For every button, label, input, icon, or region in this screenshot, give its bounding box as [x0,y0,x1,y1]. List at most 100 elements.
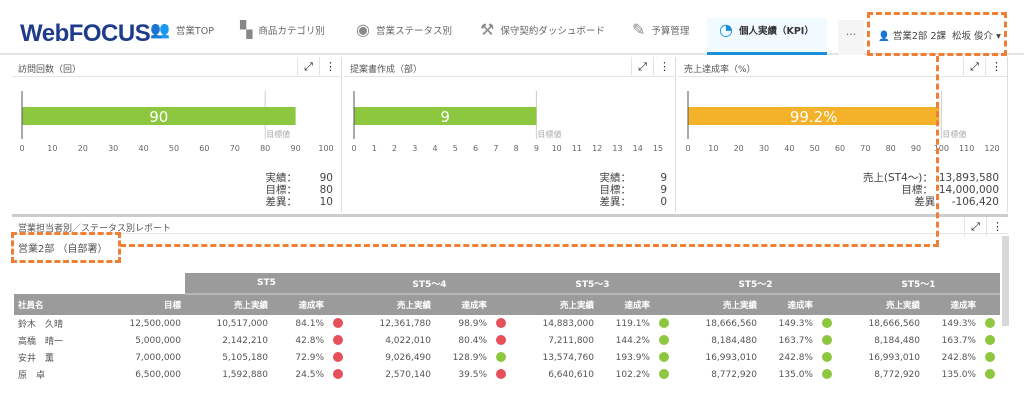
panel-stats: 実績： 90 目標： 80 差異： 10 [266,172,334,208]
sales-value: 14,883,000 [542,318,594,329]
bar-label: 90 [149,108,168,126]
table-row[interactable]: 原 卓 6,500,000 1,592,880 24.5% 2,570,140 39.5%… [14,366,1000,383]
status-dot-icon [496,318,506,329]
rate-value: 128.9% [452,352,487,363]
table-row[interactable]: 安井 薫 7,000,000 5,105,180 72.9% 9,026,490 128.… [14,349,1000,366]
panel-header: 売上達成率（%） ⤢ ⋮ [678,57,1007,77]
status-dot-icon [985,318,995,329]
rate-value: 135.0% [778,369,813,380]
status-dot-icon [496,335,506,346]
stat-value: 0 [660,196,667,208]
scrollbar[interactable] [1002,236,1009,326]
sales-value: 9,026,490 [385,352,431,363]
col-sales: 売上実績 [837,294,924,315]
stat-label: 実績： [265,172,298,184]
target-label: 目標値 [942,129,966,139]
col-sales: 売上実績 [511,294,598,315]
status-dot-icon [496,352,506,363]
tick-label: 0 [685,144,690,153]
status-dot-icon [333,335,343,346]
user-menu[interactable]: 👤 営業2部 2課 松坂 俊介 ▾ [878,31,1001,42]
tick-label: 110 [959,144,974,153]
rate-value: 72.9% [295,352,324,363]
top-nav: WebFOCUS 👥 営業TOP ▚ 商品カテゴリ別 ◉ 営業ステータス別 ⚒ 保守契約… [0,0,1024,55]
more-vertical-icon[interactable]: ⋮ [653,57,675,77]
status-dot-icon [333,369,343,380]
expand-icon[interactable]: ⤢ [964,217,986,237]
rate-value: 149.3% [778,318,813,329]
report-table: ST5 ST5～4 ST5～3 ST5～2 ST5～1 社員名 目標 売上実績 達成率 売上… [14,273,1000,383]
tick-label: 90 [911,144,921,153]
status-dot-icon [822,352,832,363]
sitemap-icon: ▚ [240,20,253,39]
col-rate: 達成率 [761,294,817,315]
status-dot-icon [659,352,669,363]
panel-stats: 実績： 9 目標： 9 差異： 0 [600,172,668,208]
sales-value: 6,640,610 [548,369,594,380]
table-row[interactable]: 鈴木 久晴 12,500,000 10,517,000 84.1% 12,361,780… [14,315,1000,332]
status-dot-icon [333,318,343,329]
more-tabs-button[interactable]: ··· [838,20,864,55]
tick-label: 7 [493,144,498,153]
tab-budget[interactable]: ✎ 予算管理 [632,20,690,39]
table-row[interactable]: 高橋 晴一 5,000,000 2,142,210 42.8% 4,022,010 80.… [14,332,1000,349]
stat-label: 目標： [599,184,632,196]
bar-label: 9 [440,108,450,126]
panel-sales-rate: 売上達成率（%） ⤢ ⋮ 売上(ST4～)： 13,893,580 目標： 14,00… [678,57,1008,212]
webfocus-logo: WebFOCUS [20,20,151,47]
tab-personal-kpi[interactable]: ◔ 個人実績（KPI） [707,18,827,55]
panel-header: 提案書作成（部） ⤢ ⋮ [344,57,675,77]
col-rate: 達成率 [924,294,980,315]
status-dot-icon [659,318,669,329]
sales-value: 8,184,480 [874,335,920,346]
annotation-user-box [867,12,1007,56]
status-dot-icon [822,318,832,329]
tab-sales-top[interactable]: 👥 営業TOP [150,20,214,39]
more-vertical-icon[interactable]: ⋮ [319,57,341,77]
stat-value: 10 [319,196,333,208]
group-header: ST5～4 [348,273,511,295]
rate-value: 149.3% [941,318,976,329]
stat-label: 実績： [599,172,632,184]
panel-header: 訪問回数（回） ⤢ ⋮ [12,57,341,77]
eye-icon: ◉ [356,20,370,39]
tick-label: 8 [514,144,519,153]
expand-icon[interactable]: ⤢ [297,57,319,77]
panel-proposals: 提案書作成（部） ⤢ ⋮ 実績： 9 目標： 9 差異： 0 9 目標値 0 1 2 3 4 5 6 7 8 9 1… [344,57,676,212]
rate-value: 163.7% [941,335,976,346]
tick-label: 15 [653,144,663,153]
tick-label: 80 [260,144,270,153]
rate-value: 24.5% [295,369,324,380]
more-vertical-icon[interactable]: ⋮ [986,217,1008,237]
tick-label: 40 [139,144,149,153]
tick-label: 5 [453,144,458,153]
panel-title: 訪問回数（回） [18,65,82,75]
stat-value: 90 [319,172,333,184]
expand-icon[interactable]: ⤢ [631,57,653,77]
sales-value: 5,105,180 [222,352,268,363]
annotation-connector [120,244,939,247]
department-label: 営業2部 （自部署） [18,244,108,255]
tab-sales-status[interactable]: ◉ 営業ステータス別 [356,20,452,39]
group-header: ST5～2 [674,273,837,295]
rate-value: 98.9% [458,318,487,329]
tick-label: 2 [392,144,397,153]
col-employee-name: 社員名 [14,294,94,315]
tab-product-category[interactable]: ▚ 商品カテゴリ別 [240,20,325,39]
sales-value: 2,142,210 [222,335,268,346]
tab-maintenance-dashboard[interactable]: ⚒ 保守契約ダッシュボード [480,20,605,39]
sales-value: 18,666,560 [705,318,757,329]
expand-icon[interactable]: ⤢ [963,57,985,77]
stat-value: 13,893,580 [938,172,999,184]
target-label: 目標値 [537,129,561,139]
more-vertical-icon[interactable]: ⋮ [985,57,1007,77]
col-sales: 売上実績 [674,294,761,315]
status-dot-icon [659,369,669,380]
user-icon: 👤 [878,31,890,42]
col-rate: 達成率 [272,294,328,315]
panel-visits: 訪問回数（回） ⤢ ⋮ 実績： 90 目標： 80 差異： 10 90 目標値 0 10 20 30 4… [12,57,342,212]
col-sales: 売上実績 [185,294,272,315]
users-icon: 👥 [150,20,170,39]
sales-value: 4,022,010 [385,335,431,346]
